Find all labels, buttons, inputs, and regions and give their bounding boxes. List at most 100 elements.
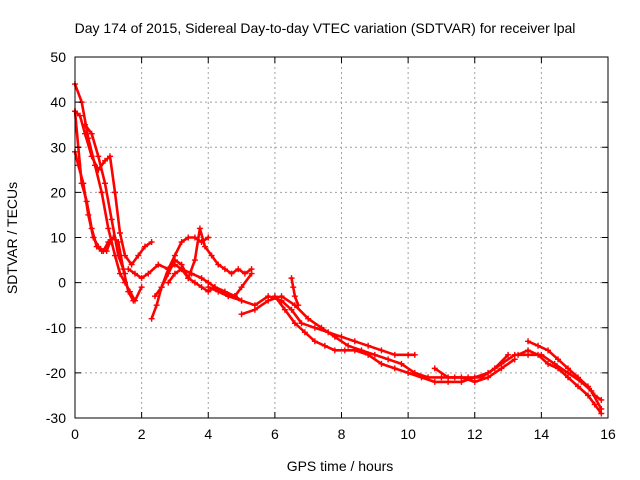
x-tick-label: 2 <box>138 426 146 442</box>
data-point-marker <box>298 320 305 327</box>
data-point-marker <box>305 315 312 322</box>
series-line <box>207 285 417 357</box>
data-point-marker <box>185 234 192 241</box>
data-point-marker <box>155 261 162 268</box>
data-point-marker <box>98 189 105 196</box>
data-point-marker <box>171 257 178 264</box>
data-point-marker <box>371 351 378 358</box>
data-point-marker <box>90 234 97 241</box>
y-tick-label: 10 <box>50 230 66 246</box>
data-point-marker <box>171 270 178 277</box>
data-point-marker <box>135 252 142 259</box>
data-point-marker <box>431 365 438 372</box>
series-trace-13 <box>288 275 302 309</box>
data-point-marker <box>485 374 492 381</box>
data-point-marker <box>291 293 298 300</box>
data-point-marker <box>121 270 128 277</box>
data-point-marker <box>311 324 318 331</box>
data-point-marker <box>281 306 288 313</box>
data-point-marker <box>511 356 518 363</box>
x-tick-label: 8 <box>338 426 346 442</box>
data-point-marker <box>271 293 278 300</box>
data-point-marker <box>331 333 338 340</box>
series-layer <box>72 81 605 417</box>
data-point-marker <box>288 306 295 313</box>
data-point-marker <box>545 360 552 367</box>
series-trace-3 <box>72 108 155 268</box>
y-axis-label: SDTVAR / TECUs <box>4 182 20 294</box>
series-line <box>153 227 253 298</box>
data-point-marker <box>148 239 155 246</box>
data-point-marker <box>178 266 185 273</box>
data-point-marker <box>311 338 318 345</box>
data-point-marker <box>108 216 115 223</box>
data-point-marker <box>318 324 325 331</box>
data-point-marker <box>148 315 155 322</box>
data-point-marker <box>153 302 160 309</box>
data-point-marker <box>248 266 255 273</box>
series-trace-11 <box>238 293 512 381</box>
series-trace-10 <box>205 284 418 358</box>
data-point-marker <box>178 239 185 246</box>
x-tick-label: 6 <box>271 426 279 442</box>
axis-layer: 0 2 4 6 8 10 12 14 16 -30 -20 -10 0 10 20 30 40 50 <box>46 49 616 442</box>
y-tick-label: 20 <box>50 184 66 200</box>
data-point-marker <box>225 293 232 300</box>
data-point-marker <box>565 374 572 381</box>
data-point-marker <box>241 270 248 277</box>
series-line <box>127 263 253 298</box>
data-point-marker <box>106 153 113 160</box>
data-point-marker <box>301 329 308 336</box>
data-point-marker <box>265 297 272 304</box>
data-point-marker <box>438 374 445 381</box>
data-point-marker <box>515 351 522 358</box>
data-point-marker <box>431 378 438 385</box>
data-point-marker <box>378 347 385 354</box>
series-trace-16 <box>515 347 605 417</box>
data-point-marker <box>321 342 328 349</box>
data-point-marker <box>535 342 542 349</box>
data-point-marker <box>80 180 87 187</box>
data-point-marker <box>295 302 302 309</box>
data-point-marker <box>101 180 108 187</box>
data-point-marker <box>291 320 298 327</box>
data-point-marker <box>235 266 242 273</box>
data-point-marker <box>198 284 205 291</box>
data-point-marker <box>398 360 405 367</box>
y-tick-label: -10 <box>46 320 66 336</box>
data-point-marker <box>116 229 123 236</box>
data-point-marker <box>85 211 92 218</box>
data-point-marker <box>215 288 222 295</box>
data-point-marker <box>215 261 222 268</box>
data-point-marker <box>290 284 297 291</box>
series-trace-5 <box>81 121 128 277</box>
x-tick-label: 0 <box>71 426 79 442</box>
data-point-marker <box>411 351 418 358</box>
series-line <box>516 348 603 415</box>
data-point-marker <box>208 252 215 259</box>
x-tick-label: 10 <box>400 426 416 442</box>
y-tick-label: 30 <box>50 139 66 155</box>
data-point-marker <box>101 157 108 164</box>
x-tick-label: 12 <box>467 426 483 442</box>
series-line <box>240 294 510 379</box>
data-point-marker <box>185 275 192 282</box>
data-point-marker <box>105 239 112 246</box>
y-tick-label: 40 <box>50 94 66 110</box>
data-point-marker <box>196 225 203 232</box>
data-point-marker <box>331 347 338 354</box>
series-trace-8 <box>151 225 255 300</box>
data-point-marker <box>288 275 295 282</box>
data-point-marker <box>565 365 572 372</box>
data-point-marker <box>351 338 358 345</box>
data-point-marker <box>338 333 345 340</box>
y-tick-label: 0 <box>58 275 66 291</box>
data-point-marker <box>238 297 245 304</box>
data-point-marker <box>351 347 358 354</box>
x-tick-label: 4 <box>204 426 212 442</box>
data-point-marker <box>75 162 82 169</box>
data-point-marker <box>585 392 592 399</box>
y-tick-label: 50 <box>50 49 66 65</box>
data-point-marker <box>365 351 372 358</box>
data-point-marker <box>365 342 372 349</box>
